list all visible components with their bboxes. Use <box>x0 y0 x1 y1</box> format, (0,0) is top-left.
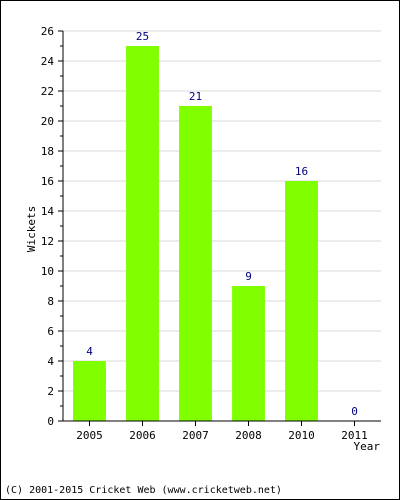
y-tick-label: 6 <box>47 325 54 338</box>
bars <box>73 46 318 421</box>
x-tick-label: 2007 <box>182 429 209 442</box>
data-label: 21 <box>189 90 202 103</box>
bar <box>232 286 265 421</box>
x-tick-label: 2005 <box>76 429 103 442</box>
bar <box>285 181 318 421</box>
y-tick-label: 2 <box>47 385 54 398</box>
y-tick-label: 26 <box>41 25 54 38</box>
y-tick-label: 24 <box>41 55 55 68</box>
y-tick-label: 14 <box>41 205 55 218</box>
data-label: 25 <box>136 30 149 43</box>
x-tick-label: 2006 <box>129 429 156 442</box>
x-tick-label: 2011 <box>341 429 368 442</box>
x-tick-label: 2008 <box>235 429 262 442</box>
x-axis-label: Year <box>354 440 381 453</box>
data-label: 0 <box>351 405 358 418</box>
y-tick-label: 10 <box>41 265 54 278</box>
grid-lines <box>63 30 381 392</box>
x-tick-label: 2010 <box>288 429 315 442</box>
y-tick-label: 0 <box>47 415 54 428</box>
bar <box>179 106 212 421</box>
copyright-footer: (C) 2001-2015 Cricket Web (www.cricketwe… <box>5 485 282 496</box>
y-tick-label: 4 <box>47 355 54 368</box>
bar <box>73 361 106 421</box>
y-tick-label: 20 <box>41 115 54 128</box>
y-tick-label: 18 <box>41 145 54 158</box>
data-labels: 4 25 21 9 16 0 <box>86 30 358 418</box>
y-tick-label: 8 <box>47 295 54 308</box>
bar <box>126 46 159 421</box>
y-tick-label: 22 <box>41 85 54 98</box>
y-tick-label: 12 <box>41 235 54 248</box>
data-label: 9 <box>245 270 252 283</box>
data-label: 4 <box>86 345 93 358</box>
data-label: 16 <box>295 165 308 178</box>
y-tick-label: 16 <box>41 175 54 188</box>
y-axis-label: Wickets <box>25 206 38 252</box>
